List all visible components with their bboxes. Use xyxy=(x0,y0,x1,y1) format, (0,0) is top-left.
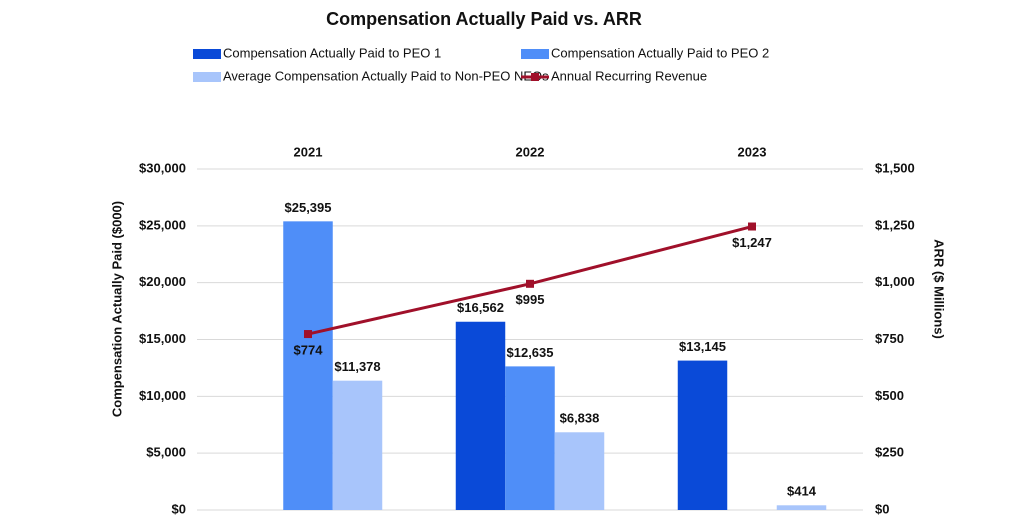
x-tick-label: 2022 xyxy=(516,144,545,159)
data-label: $6,838 xyxy=(560,411,600,426)
y2-tick-label: $500 xyxy=(875,388,904,403)
y-tick-label: $0 xyxy=(172,501,186,516)
legend-swatch xyxy=(193,49,221,59)
y-axis-title: Compensation Actually Paid ($000) xyxy=(109,201,124,417)
line-marker xyxy=(304,330,312,339)
y2-tick-label: $1,500 xyxy=(875,160,915,175)
x-tick-label: 2023 xyxy=(738,144,767,159)
y-tick-label: $30,000 xyxy=(139,160,186,175)
y2-axis-title: ARR ($ Millions) xyxy=(932,239,947,339)
data-label: $16,562 xyxy=(457,300,504,315)
bar xyxy=(554,432,605,510)
data-label: $414 xyxy=(787,484,817,499)
y-tick-label: $10,000 xyxy=(139,388,186,403)
data-label: $1,247 xyxy=(732,235,772,250)
line-marker xyxy=(526,279,534,288)
y2-tick-label: $0 xyxy=(875,501,889,516)
chart-title: Compensation Actually Paid vs. ARR xyxy=(326,9,642,29)
data-label: $25,395 xyxy=(285,200,332,215)
bar xyxy=(677,360,728,510)
bar xyxy=(776,505,827,510)
y2-tick-label: $750 xyxy=(875,331,904,346)
y2-tick-label: $1,250 xyxy=(875,217,915,232)
data-label: $12,635 xyxy=(507,345,554,360)
legend-label: Annual Recurring Revenue xyxy=(551,68,707,83)
legend-label: Compensation Actually Paid to PEO 1 xyxy=(223,45,441,60)
legend-label: Average Compensation Actually Paid to No… xyxy=(223,68,549,83)
data-label: $995 xyxy=(516,292,545,307)
bar xyxy=(332,380,383,510)
x-tick-label: 2021 xyxy=(294,144,323,159)
data-label: $774 xyxy=(294,342,324,357)
y-tick-label: $15,000 xyxy=(139,331,186,346)
bar xyxy=(505,366,555,510)
legend-label: Compensation Actually Paid to PEO 2 xyxy=(551,45,769,60)
bar xyxy=(283,221,333,510)
y-tick-label: $5,000 xyxy=(146,445,186,460)
legend-swatch xyxy=(193,72,221,82)
y2-tick-label: $1,000 xyxy=(875,274,915,289)
data-label: $11,378 xyxy=(334,359,380,374)
y-tick-label: $20,000 xyxy=(139,274,186,289)
data-label: $13,145 xyxy=(679,339,726,354)
legend-swatch xyxy=(521,49,549,59)
bar xyxy=(455,321,506,510)
legend-swatch xyxy=(531,73,539,81)
line-marker xyxy=(748,222,756,231)
y-tick-label: $25,000 xyxy=(139,217,186,232)
y2-tick-label: $250 xyxy=(875,445,904,460)
